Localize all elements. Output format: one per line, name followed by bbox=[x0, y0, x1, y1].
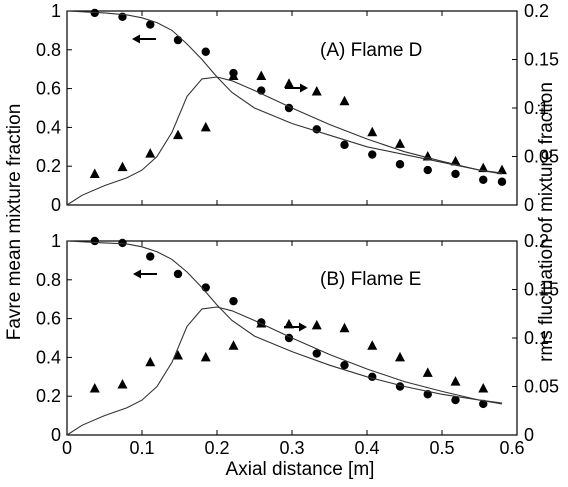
mean-data-point bbox=[229, 296, 238, 306]
y-axis-label-left: Favre mean mixture fraction bbox=[4, 104, 25, 341]
mean-data-point bbox=[368, 372, 377, 381]
rms-data-point bbox=[89, 382, 100, 393]
y2-tick-label: 0.2 bbox=[524, 1, 549, 21]
y-tick-label: 0.4 bbox=[36, 347, 61, 367]
mean-data-point bbox=[146, 20, 155, 29]
mean-data-point bbox=[173, 35, 183, 45]
rms-data-point bbox=[478, 382, 489, 393]
panel-flame-e: 0 0.1 0.2 0.3 0.4 0.5 0.600.20.40.60.8100.050.… bbox=[36, 231, 559, 458]
rms-data-point bbox=[311, 86, 322, 96]
mean-data-point bbox=[395, 160, 405, 169]
rms-data-point bbox=[284, 78, 294, 88]
y2-tick-label: 0.05 bbox=[524, 377, 559, 397]
x-tick-label: 0.3 bbox=[279, 438, 304, 458]
mean-model-curve bbox=[66, 240, 503, 405]
panel-flame-d: 0 0.2 0.4 0.6 0.8 1 0 0.05 0.1 0.15 0.2 (A) Flame D bbox=[36, 1, 559, 215]
y-tick-label: 0.6 bbox=[36, 309, 61, 329]
mean-data-point bbox=[173, 269, 183, 279]
y2-tick-label: 0.05 bbox=[524, 147, 559, 167]
y-tick-label: 1 bbox=[51, 231, 61, 251]
rms-model-curve bbox=[66, 76, 503, 206]
y-tick-label: 0 bbox=[51, 195, 61, 215]
rms-data-point bbox=[228, 340, 239, 350]
mean-data-point bbox=[497, 177, 507, 186]
rms-data-point bbox=[117, 161, 128, 172]
rms-data-point bbox=[395, 351, 405, 362]
left-arrow-icon bbox=[133, 269, 141, 279]
rms-data-point bbox=[256, 70, 267, 80]
rms-data-point bbox=[367, 126, 378, 137]
x-tick-label: 0.1 bbox=[129, 438, 154, 458]
y2-tick-label: 0.15 bbox=[524, 280, 559, 300]
mean-data-point bbox=[90, 236, 99, 246]
rms-model-curve bbox=[66, 306, 503, 436]
y-tick-label: 0.2 bbox=[36, 156, 61, 176]
y-axis-label-right: rms fluctuation of mixture fraction bbox=[536, 82, 557, 362]
rms-data-point bbox=[311, 319, 322, 330]
y-tick-label: 0.6 bbox=[36, 79, 61, 99]
right-arrow-icon bbox=[300, 83, 308, 93]
mean-data-point bbox=[340, 140, 349, 150]
mean-data-point bbox=[423, 165, 432, 175]
rms-data-point bbox=[228, 70, 239, 80]
y2-tick-label: 0 bbox=[524, 195, 534, 215]
rms-data-point bbox=[200, 121, 211, 132]
mean-data-point bbox=[201, 47, 210, 56]
y-tick-label: 0.8 bbox=[36, 270, 61, 290]
rms-data-point bbox=[339, 322, 350, 333]
mean-data-point bbox=[479, 175, 488, 184]
y-tick-label: 1 bbox=[51, 1, 61, 21]
rms-data-point bbox=[497, 164, 507, 175]
y-tick-label: 0 bbox=[51, 425, 61, 445]
mean-data-point bbox=[368, 150, 377, 159]
mean-model-curve bbox=[66, 10, 503, 175]
mean-data-point bbox=[312, 349, 321, 358]
y2-tick-label: 0.2 bbox=[524, 231, 549, 251]
y2-tick-label: 0.15 bbox=[524, 50, 559, 70]
y-tick-label: 0.2 bbox=[36, 386, 61, 406]
x-tick-label: 0.4 bbox=[354, 438, 379, 458]
mean-data-point bbox=[451, 395, 460, 405]
rms-data-point bbox=[450, 155, 461, 166]
rms-data-point bbox=[395, 138, 405, 148]
x-tick-label: 0.2 bbox=[204, 438, 229, 458]
mean-data-point bbox=[118, 238, 127, 248]
x-tick-label: 0.5 bbox=[429, 438, 454, 458]
rms-data-point bbox=[173, 349, 183, 360]
mean-data-point bbox=[451, 169, 460, 179]
rms-data-point bbox=[450, 376, 461, 386]
x-tick-label: 0.6 bbox=[499, 438, 524, 458]
rms-data-point bbox=[117, 379, 128, 389]
rms-data-point bbox=[200, 351, 211, 362]
mean-data-point bbox=[340, 360, 349, 370]
y-tick-label: 0.8 bbox=[36, 40, 61, 60]
rms-data-point bbox=[145, 356, 156, 367]
x-axis-label: Axial distance [m] bbox=[226, 459, 375, 480]
rms-data-point bbox=[145, 148, 156, 158]
rms-data-point bbox=[89, 168, 100, 178]
panel-title: (B) Flame E bbox=[320, 269, 421, 290]
mean-data-point bbox=[201, 283, 210, 292]
left-arrow-icon bbox=[132, 34, 140, 44]
panel-title: (A) Flame D bbox=[320, 40, 422, 61]
y2-tick-label: 0 bbox=[524, 425, 534, 445]
rms-data-point bbox=[173, 129, 183, 140]
rms-data-point bbox=[422, 367, 433, 377]
mean-data-point bbox=[479, 399, 488, 409]
y-tick-label: 0.4 bbox=[36, 117, 61, 137]
rms-data-point bbox=[339, 95, 350, 106]
mean-data-point bbox=[146, 252, 155, 261]
rms-data-point bbox=[367, 340, 378, 350]
right-arrow-icon bbox=[299, 322, 307, 332]
y2-tick-label: 0.1 bbox=[524, 328, 549, 348]
y2-tick-label: 0.1 bbox=[524, 98, 549, 118]
x-tick-label: 0 bbox=[62, 438, 72, 458]
